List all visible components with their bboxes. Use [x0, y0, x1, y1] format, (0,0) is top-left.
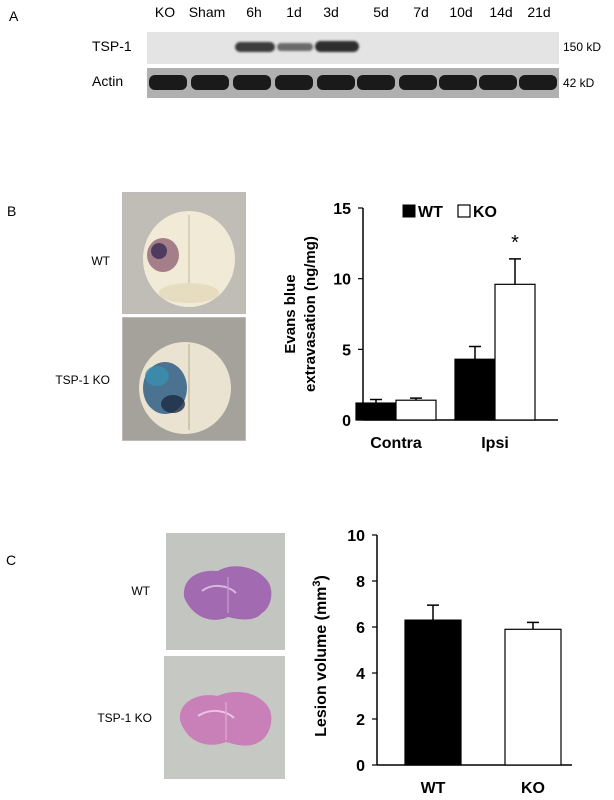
lesion-volume-chart: 0 2 4 6 8 10 Lesion volume (mm3) WT KO	[311, 528, 572, 797]
bar-ko-ipsi	[494, 283, 536, 421]
brain-photo-wt-art	[143, 211, 235, 307]
evans-blue-chart: 0 5 10 15 Evans blue extravasation (ng/mg) Con…	[282, 201, 558, 452]
photo-label-wt-c: WT	[131, 584, 150, 598]
lane-label: Sham	[188, 4, 226, 20]
lane-label: 14d	[489, 4, 513, 20]
y-tick-label: 10	[347, 528, 365, 545]
tsp1-band-1d	[277, 43, 313, 51]
lane-label: 7d	[413, 4, 429, 20]
tsp1-row-label: TSP-1	[92, 38, 132, 54]
tsp1-band-3d	[315, 41, 359, 52]
actin-band	[399, 75, 437, 90]
lane-label: 6h	[246, 4, 262, 20]
tsp1-band-6h	[235, 42, 275, 52]
photo-label-ko-c: TSP-1 KO	[97, 711, 152, 725]
section-photo-wt-art	[183, 566, 272, 620]
y-axis-label-end: )	[313, 575, 330, 580]
section-photo-ko-art	[179, 692, 272, 746]
actin-blot	[147, 68, 559, 98]
panel-b-letter: B	[7, 203, 17, 219]
tsp1-blot	[147, 32, 559, 64]
actin-band	[149, 75, 187, 90]
panel-c-letter: C	[6, 552, 17, 568]
bar-wt	[404, 619, 462, 766]
bar-ko	[504, 628, 562, 766]
y-axis-label-sup: 3	[311, 580, 323, 586]
y-tick-label: 10	[333, 272, 351, 289]
y-axis-label-main: Lesion volume (mm	[313, 587, 330, 737]
x-tick-label: Contra	[370, 435, 422, 452]
actin-band	[275, 75, 313, 90]
actin-band	[439, 75, 477, 90]
lane-label: 3d	[323, 4, 339, 20]
y-tick-label: 0	[342, 413, 351, 430]
panel-a-letter: A	[9, 8, 19, 24]
actin-band	[317, 75, 355, 90]
lane-label: 21d	[527, 4, 551, 20]
y-tick-label: 4	[356, 666, 365, 683]
y-axis-label-line: extravasation (ng/mg)	[302, 236, 319, 392]
photo-label-ko: TSP-1 KO	[55, 373, 110, 387]
legend-label-wt: WT	[418, 204, 443, 221]
x-tick-label: KO	[521, 780, 545, 797]
y-axis-label: Evans blue extravasation (ng/mg)	[282, 236, 319, 392]
y-tick-label: 0	[356, 758, 365, 775]
brain-photo-ko	[122, 317, 246, 441]
x-tick-label: Ipsi	[481, 435, 509, 452]
bar-wt-contra	[355, 402, 397, 421]
actin-row-label: Actin	[92, 73, 124, 89]
significance-star: *	[511, 232, 519, 254]
legend-swatch-ko	[457, 204, 471, 218]
bar-wt-ipsi	[454, 358, 496, 421]
section-photo-ko	[164, 656, 285, 779]
photo-label-wt: WT	[91, 254, 110, 268]
brain-photo-wt	[122, 192, 246, 314]
legend-swatch-wt	[402, 204, 416, 218]
brain-photo-ko-art	[139, 342, 231, 434]
bar-ko-contra	[395, 399, 437, 421]
actin-band	[479, 75, 517, 90]
lane-label: KO	[154, 4, 176, 20]
actin-band	[519, 75, 557, 90]
lane-label: 10d	[449, 4, 473, 20]
lane-label: 5d	[373, 4, 389, 20]
y-tick-label: 8	[356, 574, 365, 591]
y-tick-label: 2	[356, 712, 365, 729]
y-axis-label-line: Evans blue	[282, 274, 299, 353]
y-tick-label: 6	[356, 620, 365, 637]
actin-band	[357, 75, 395, 90]
x-tick-label: WT	[421, 780, 446, 797]
actin-kd-label: 42 kD	[563, 76, 595, 90]
legend-label-ko: KO	[473, 204, 497, 221]
tsp1-kd-label: 150 kD	[563, 40, 602, 54]
y-axis-label: Lesion volume (mm3)	[311, 575, 330, 737]
actin-band	[191, 75, 229, 90]
y-tick-label: 5	[342, 342, 351, 359]
lane-label: 1d	[286, 4, 302, 20]
y-tick-label: 15	[333, 201, 351, 218]
actin-band	[233, 75, 271, 90]
section-photo-wt	[166, 533, 285, 650]
